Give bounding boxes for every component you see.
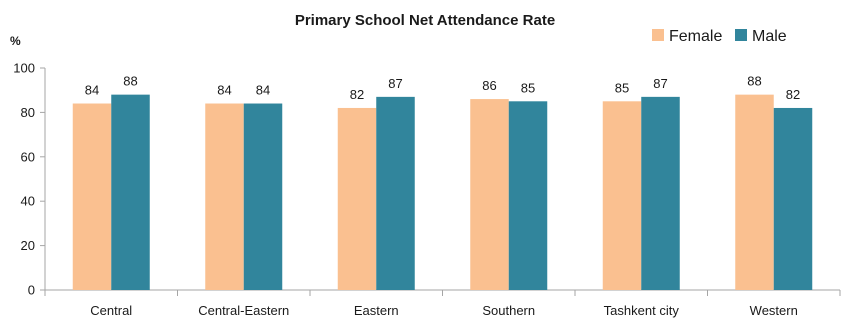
legend-label: Male [752, 28, 787, 45]
x-tick-label: Central [90, 303, 132, 318]
data-label: 84 [256, 83, 270, 98]
bar-female [337, 107, 377, 291]
x-tick-label: Western [750, 303, 798, 318]
x-tick-label: Eastern [354, 303, 399, 318]
y-axis: 0 20 40 60 80 100 [13, 61, 46, 298]
data-label: 86 [482, 78, 496, 93]
x-tick-label: Tashkent city [604, 303, 680, 318]
bar-female [602, 101, 642, 290]
data-label: 87 [653, 76, 667, 91]
bar-male [111, 94, 150, 290]
y-tick-label: 0 [28, 283, 35, 298]
bar-female [72, 103, 112, 291]
data-label: 84 [217, 83, 231, 98]
y-tick-label: 40 [21, 194, 35, 209]
data-label: 84 [85, 83, 99, 98]
legend-swatch-female [652, 29, 664, 41]
x-axis: Central Central-Eastern Eastern Southern Tas… [44, 289, 841, 318]
x-tick-label: Southern [482, 303, 535, 318]
chart-title: Primary School Net Attendance Rate [295, 12, 555, 29]
data-label: 85 [521, 80, 535, 95]
data-label: 82 [350, 87, 364, 102]
bar-female [735, 94, 774, 290]
y-tick-label: 20 [21, 238, 35, 253]
y-tick-label: 100 [13, 61, 35, 76]
x-tick-label: Central-Eastern [198, 303, 289, 318]
data-label: 87 [388, 76, 402, 91]
bar-female [205, 103, 244, 291]
data-label: 88 [123, 74, 137, 89]
bar-male [376, 96, 415, 290]
y-tick-label: 60 [21, 149, 35, 164]
legend-swatch-male [735, 29, 747, 41]
bar-male [641, 96, 680, 290]
legend: Female Male [652, 28, 787, 45]
y-tick-label: 80 [21, 105, 35, 120]
data-label: 85 [615, 80, 629, 95]
legend-label: Female [669, 28, 722, 45]
bars [72, 94, 813, 291]
bar-female [470, 99, 509, 290]
y-axis-unit: % [10, 34, 21, 48]
data-label: 88 [747, 74, 761, 89]
bar-male [773, 107, 813, 291]
data-label: 82 [786, 87, 800, 102]
data-labels: 84 84 82 86 85 88 88 84 87 85 87 82 [85, 74, 800, 102]
bar-male [508, 101, 548, 290]
bar-male [243, 103, 283, 291]
